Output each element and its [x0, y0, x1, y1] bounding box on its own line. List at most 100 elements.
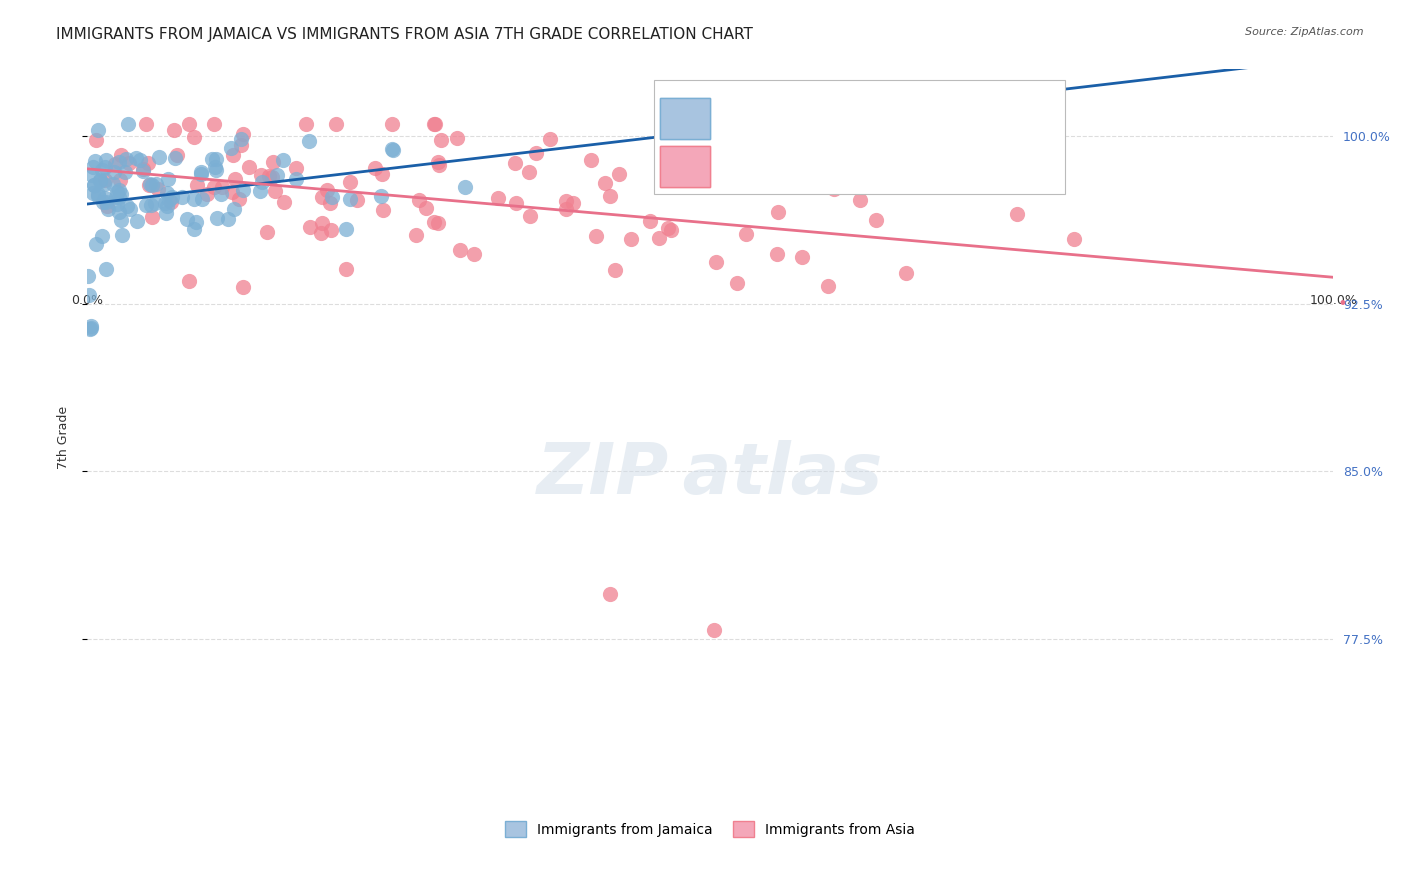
Point: [678, 170, 700, 185]
Point: [84, 133, 107, 147]
Point: [285, 161, 308, 176]
Point: [792, 250, 814, 264]
Point: [538, 131, 561, 145]
Point: [695, 174, 717, 188]
Point: [221, 186, 243, 200]
Point: [131, 162, 153, 177]
Point: [285, 172, 308, 186]
Text: Source: ZipAtlas.com: Source: ZipAtlas.com: [1246, 27, 1364, 37]
Point: [381, 143, 404, 157]
Point: [766, 205, 789, 219]
Point: [581, 153, 603, 167]
Point: [143, 195, 166, 210]
Point: [179, 118, 201, 132]
Point: [184, 214, 207, 228]
Point: [205, 211, 228, 225]
Point: [125, 151, 148, 165]
Point: [321, 189, 343, 203]
Point: [84, 154, 107, 169]
Point: [77, 268, 100, 283]
Point: [657, 221, 679, 235]
Point: [339, 176, 361, 190]
Point: [219, 141, 242, 155]
Point: [97, 202, 120, 216]
Point: [165, 151, 187, 165]
Point: [257, 169, 280, 183]
Point: [77, 287, 100, 301]
Legend: Immigrants from Jamaica, Immigrants from Asia: Immigrants from Jamaica, Immigrants from…: [498, 814, 922, 845]
Text: IMMIGRANTS FROM JAMAICA VS IMMIGRANTS FROM ASIA 7TH GRADE CORRELATION CHART: IMMIGRANTS FROM JAMAICA VS IMMIGRANTS FR…: [56, 27, 754, 42]
Point: [94, 173, 117, 187]
Point: [211, 180, 233, 194]
Point: [224, 171, 246, 186]
Text: R = -0.242   N = 112: R = -0.242 N = 112: [723, 154, 862, 168]
Point: [87, 188, 110, 202]
Point: [138, 156, 160, 170]
Point: [141, 210, 163, 224]
Point: [555, 202, 578, 217]
Point: [127, 214, 149, 228]
Point: [252, 175, 274, 189]
Point: [176, 211, 198, 226]
Point: [849, 193, 872, 207]
Point: [148, 150, 170, 164]
Point: [183, 192, 205, 206]
Point: [107, 183, 129, 197]
Point: [135, 118, 157, 132]
Point: [273, 194, 295, 209]
Point: [823, 182, 845, 196]
Point: [84, 236, 107, 251]
Point: [260, 170, 283, 185]
Point: [263, 184, 285, 198]
Point: [249, 185, 271, 199]
Point: [1005, 207, 1028, 221]
Point: [205, 163, 228, 178]
Point: [295, 118, 318, 132]
Point: [262, 155, 284, 169]
Point: [423, 118, 446, 132]
Text: 112: 112: [953, 154, 980, 168]
Point: [89, 173, 111, 187]
Point: [250, 168, 273, 182]
Point: [89, 174, 111, 188]
Point: [766, 247, 789, 261]
Point: [607, 168, 630, 182]
Point: [638, 214, 661, 228]
Point: [817, 279, 839, 293]
Point: [426, 155, 449, 169]
Point: [927, 168, 949, 182]
FancyBboxPatch shape: [661, 146, 710, 186]
Point: [232, 280, 254, 294]
Point: [155, 186, 177, 201]
Point: [599, 188, 621, 202]
Point: [231, 137, 253, 152]
Point: [238, 161, 260, 175]
Point: [202, 118, 225, 132]
Point: [228, 192, 250, 206]
Point: [153, 195, 176, 210]
Point: [79, 321, 101, 335]
Point: [503, 156, 526, 170]
Point: [648, 230, 671, 244]
Point: [190, 167, 212, 181]
Point: [83, 178, 105, 192]
Point: [114, 152, 136, 166]
Point: [131, 164, 153, 178]
Point: [605, 263, 627, 277]
Point: [430, 133, 453, 147]
Point: [232, 127, 254, 141]
Point: [183, 222, 205, 236]
Point: [105, 196, 128, 211]
Point: [138, 178, 160, 193]
Point: [371, 167, 394, 181]
Point: [139, 197, 162, 211]
Point: [80, 168, 103, 182]
Point: [845, 138, 868, 153]
Point: [704, 255, 727, 269]
Point: [415, 201, 437, 215]
Point: [311, 216, 333, 230]
Point: [408, 193, 430, 207]
Text: 100.0%: 100.0%: [1309, 293, 1357, 307]
Point: [86, 123, 108, 137]
Point: [229, 132, 252, 146]
